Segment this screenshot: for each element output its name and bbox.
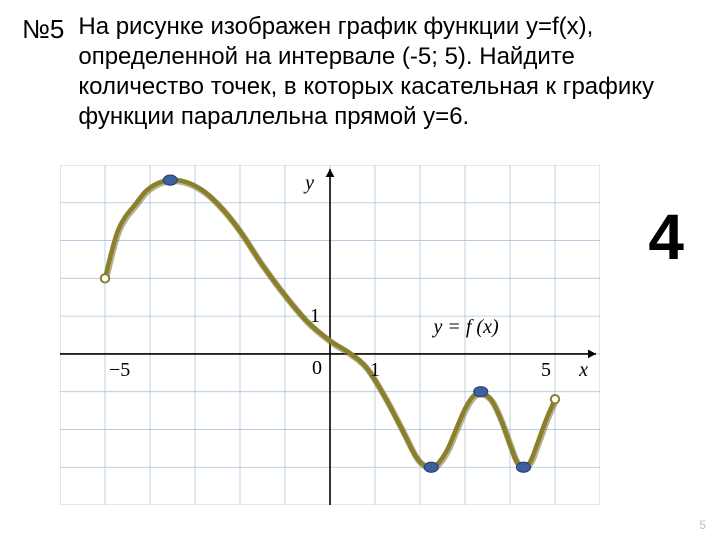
svg-text:1: 1 bbox=[310, 305, 320, 327]
task-text: На рисунке изображен график функции y=f(… bbox=[78, 12, 700, 132]
task-number: №5 bbox=[22, 12, 64, 45]
svg-text:y: y bbox=[303, 172, 314, 194]
svg-text:5: 5 bbox=[541, 359, 551, 381]
svg-text:x: x bbox=[578, 359, 588, 381]
svg-text:1: 1 bbox=[370, 359, 380, 381]
answer-value: 4 bbox=[648, 200, 684, 274]
svg-text:0: 0 bbox=[312, 357, 322, 379]
function-chart: y x 0 1 1 −5 5 y = f (x) bbox=[60, 165, 600, 505]
svg-text:y = f (x): y = f (x) bbox=[432, 316, 499, 338]
svg-text:−5: −5 bbox=[109, 359, 130, 381]
page-number: 5 bbox=[699, 518, 706, 532]
